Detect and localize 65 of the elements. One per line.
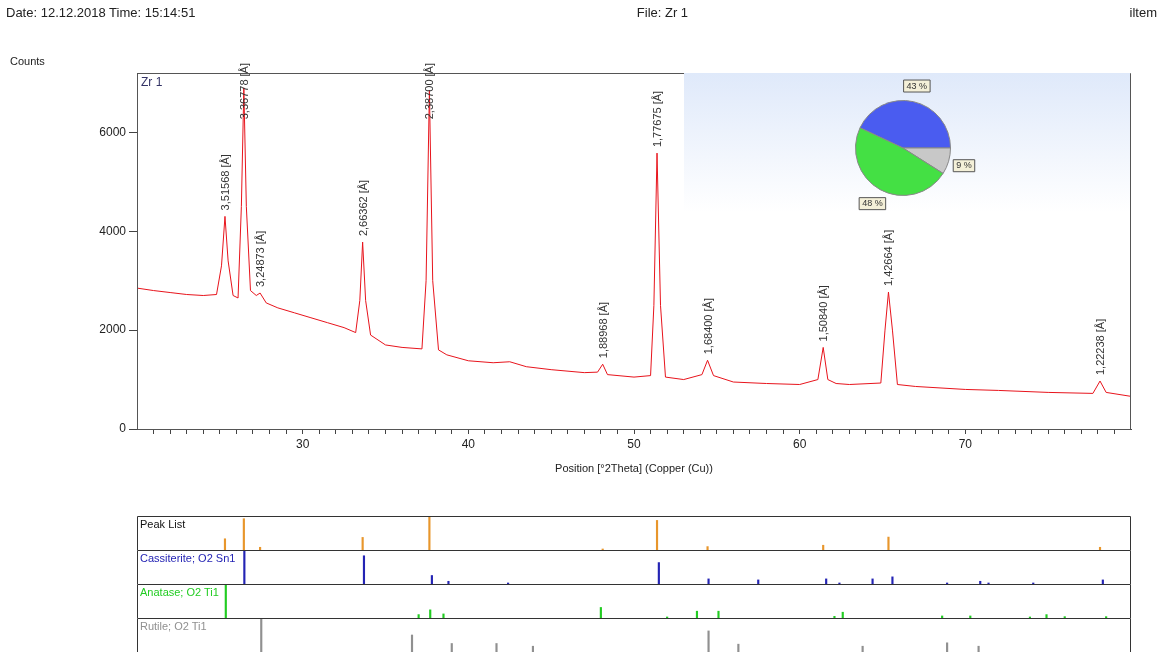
bar xyxy=(442,613,445,618)
annotation: 1,88968 [Å] xyxy=(596,301,609,359)
bar xyxy=(655,520,659,550)
bar xyxy=(450,643,453,652)
text: Date: 12.12.2018 Time: 15:14:51 xyxy=(6,5,196,20)
x-tick-label: 30 xyxy=(295,436,310,451)
annotation: 1,50840 [Å] xyxy=(817,285,830,342)
bar xyxy=(657,562,660,584)
data-label: 9 % xyxy=(956,160,972,171)
y-axis-title: Counts xyxy=(10,54,46,67)
bar xyxy=(946,642,949,652)
x-tick-label: 50 xyxy=(627,436,641,451)
y-tick-label: 2000 xyxy=(99,322,127,337)
annotation: 1,77675 [Å] xyxy=(651,90,664,148)
bar xyxy=(977,645,980,652)
bar xyxy=(833,615,836,618)
bar xyxy=(410,634,414,652)
data-label: 48 % xyxy=(862,198,883,209)
bar xyxy=(260,618,263,652)
text: File: Zr 1 xyxy=(636,5,689,20)
text: iltem xyxy=(1129,5,1157,20)
bar xyxy=(706,546,709,550)
series-label: Cassiterite; O2 Sn1 xyxy=(140,551,236,564)
y-tick-label: 4000 xyxy=(99,223,127,238)
annotation: 2,66362 [Å] xyxy=(356,179,369,237)
annotation: 3,24873 [Å] xyxy=(254,230,267,288)
bar xyxy=(707,578,710,584)
data-label: 43 % xyxy=(906,80,928,91)
bar xyxy=(531,645,535,652)
annotation: 1,42664 [Å] xyxy=(882,229,895,287)
bar xyxy=(599,607,602,618)
bar xyxy=(695,610,699,618)
bar xyxy=(841,611,844,618)
bar xyxy=(428,516,431,550)
bar xyxy=(822,544,825,550)
text: Rutile; O2 Ti1 xyxy=(140,619,207,632)
bar xyxy=(430,575,433,584)
x-tick-label: 40 xyxy=(461,436,476,451)
y-tick-label: 6000 xyxy=(99,124,127,139)
x-axis-title: Position [°2Theta] (Copper (Cu)) xyxy=(555,462,713,475)
bar xyxy=(495,643,498,652)
annotation: 1,22238 [Å] xyxy=(1094,318,1107,376)
bar xyxy=(871,578,874,584)
bar xyxy=(861,645,864,652)
y-tick-label: 0 xyxy=(119,421,127,436)
series-label: Anatase; O2 Ti1 xyxy=(140,585,219,598)
bar xyxy=(887,536,890,550)
x-tick-label: 70 xyxy=(958,436,973,451)
annotation: 3,51568 [Å] xyxy=(218,154,231,211)
bar xyxy=(891,576,894,584)
annotation: 2,38700 [Å] xyxy=(423,62,436,120)
chart-title: Peak List xyxy=(140,517,186,530)
bar xyxy=(1045,614,1048,618)
x-tick-label: 60 xyxy=(792,436,807,451)
bar xyxy=(417,614,420,618)
bar xyxy=(447,580,450,584)
chart-title: Zr 1 xyxy=(141,75,163,90)
bar xyxy=(707,630,710,652)
bar xyxy=(361,537,364,550)
bar xyxy=(362,555,366,584)
bar xyxy=(224,584,227,618)
annotation: 3,36778 [Å] xyxy=(237,62,250,120)
bar xyxy=(717,610,720,618)
bar xyxy=(223,538,227,550)
annotation: 1,68400 [Å] xyxy=(701,297,714,355)
